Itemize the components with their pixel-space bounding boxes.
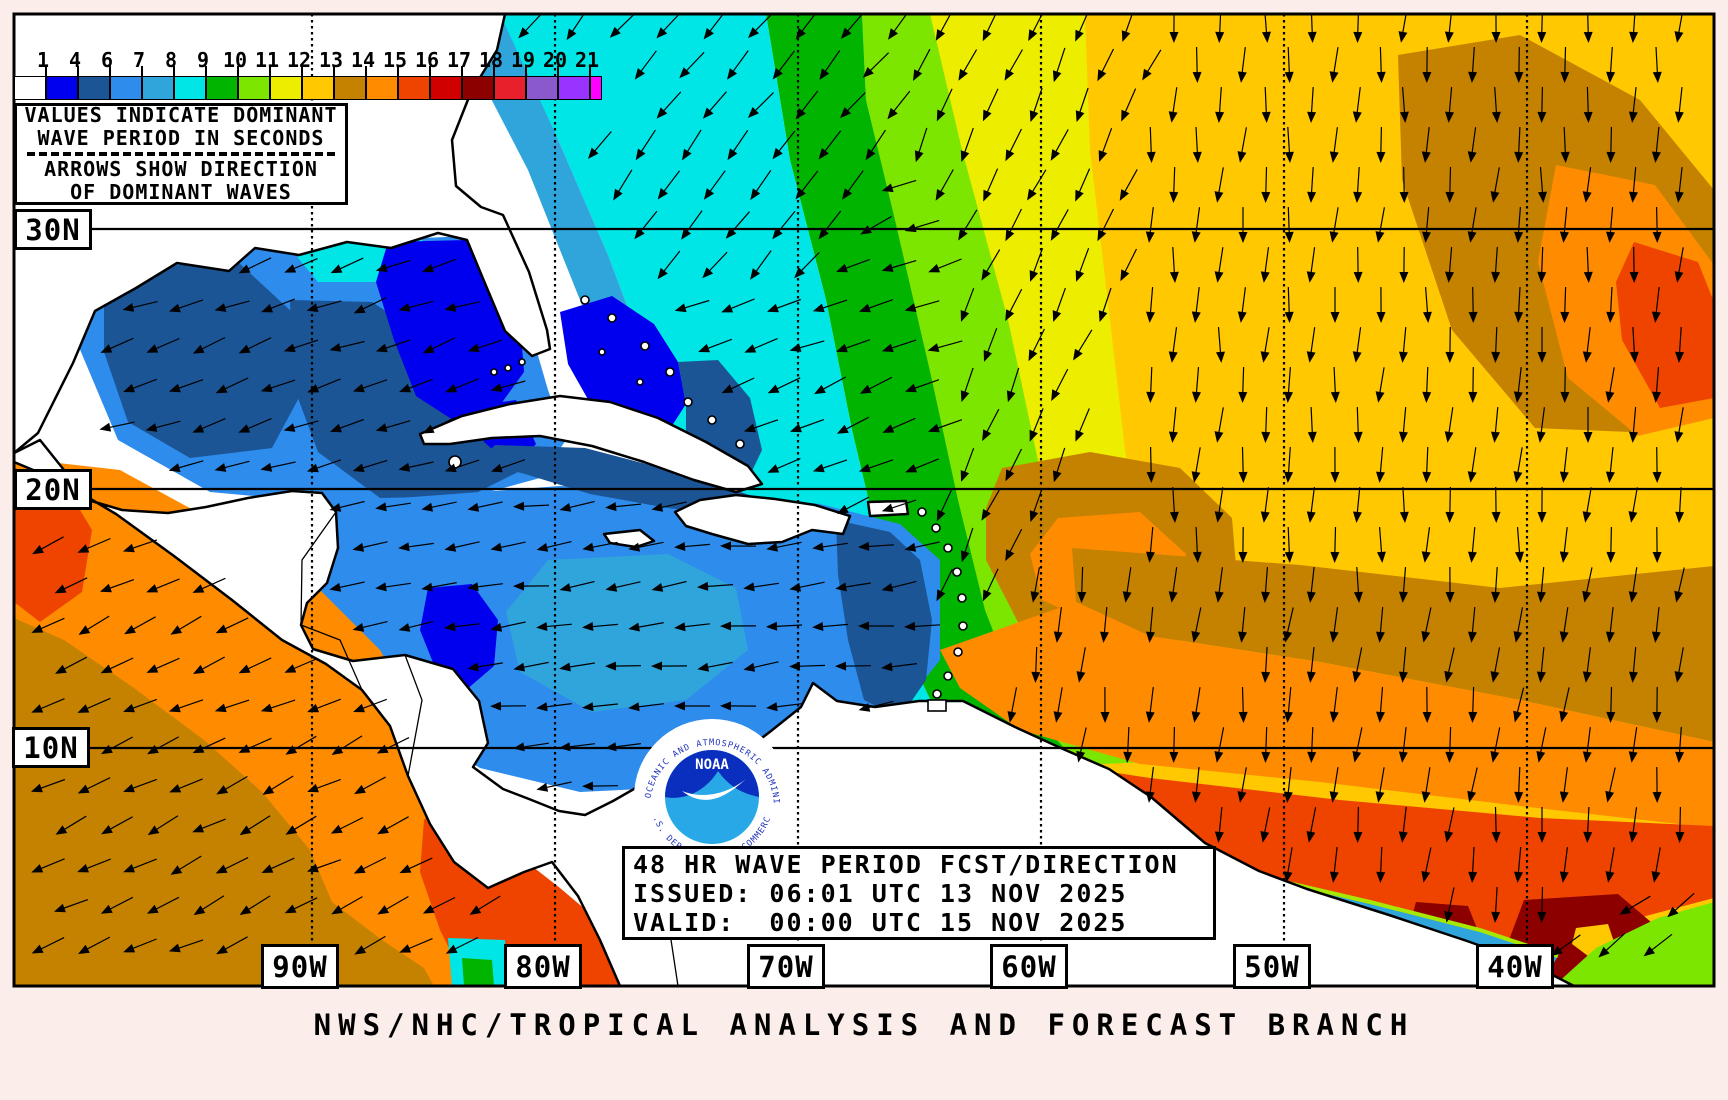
scale-swatch-5 [142,76,174,100]
scale-swatch-1 [14,76,46,100]
lon-label-60w: 60W [990,944,1068,989]
scale-value-17: 17 [446,48,472,72]
legend-note-line2: WAVE PERIOD IN SECONDS [37,126,325,150]
scale-value-20: 20 [542,48,568,72]
lon-label-50w: 50W [1233,944,1311,989]
scale-value-21: 21 [574,48,600,72]
scale-tick [77,66,79,76]
scale-tick [525,66,527,76]
scale-tick [365,66,367,76]
branch-title: NWS/NHC/TROPICAL ANALYSIS AND FORECAST B… [313,1008,1415,1042]
scale-tick [141,66,143,76]
scale-value-10: 10 [222,48,248,72]
legend-note-line3: ARROWS SHOW DIRECTION [44,157,318,181]
lat-label-20n: 20N [14,469,92,510]
scale-swatch-15 [462,76,494,100]
legend-note-line1: VALUES INDICATE DOMINANT [24,103,338,127]
scale-swatch-18 [558,76,590,100]
scale-swatch-overflow [590,76,602,100]
scale-swatch-4 [110,76,142,100]
scale-tick [493,66,495,76]
scale-value-11: 11 [254,48,280,72]
scale-value-12: 12 [286,48,312,72]
scale-swatch-3 [78,76,110,100]
scale-tick [461,66,463,76]
lon-label-90w: 90W [261,944,339,989]
lat-label-10n: 10N [12,727,90,768]
noaa-acronym: NOAA [695,757,729,773]
wave-period-color-scale [14,76,626,100]
scale-tick [333,66,335,76]
lat-label-30n: 30N [14,209,92,250]
forecast-issued: ISSUED: 06:01 UTC 13 NOV 2025 [633,878,1128,908]
scale-swatch-9 [270,76,302,100]
legend-note-line4: OF DOMINANT WAVES [70,180,292,204]
scale-tick [301,66,303,76]
scale-swatch-6 [174,76,206,100]
forecast-info-box: 48 HR WAVE PERIOD FCST/DIRECTION ISSUED:… [622,846,1216,940]
scale-swatch-8 [238,76,270,100]
color-scale-ticks [0,66,660,78]
scale-tick [237,66,239,76]
scale-value-18: 18 [478,48,504,72]
scale-swatch-14 [430,76,462,100]
scale-swatch-11 [334,76,366,100]
scale-tick [205,66,207,76]
lon-label-80w: 80W [504,944,582,989]
scale-value-14: 14 [350,48,376,72]
scale-tick [397,66,399,76]
scale-tick [173,66,175,76]
scale-tick [45,66,47,76]
scale-tick [557,66,559,76]
scale-tick [269,66,271,76]
scale-tick [589,66,591,76]
scale-swatch-2 [46,76,78,100]
scale-swatch-12 [366,76,398,100]
ocean-regions [14,14,1714,986]
scale-tick [109,66,111,76]
scale-value-13: 13 [318,48,344,72]
scale-swatch-13 [398,76,430,100]
wave-direction-arrows [31,14,1695,958]
legend-divider [26,152,336,156]
forecast-valid: VALID: 00:00 UTC 15 NOV 2025 [633,907,1128,937]
scale-value-19: 19 [510,48,536,72]
scale-value-15: 15 [382,48,408,72]
scale-swatch-10 [302,76,334,100]
legend-note-box: VALUES INDICATE DOMINANT WAVE PERIOD IN … [14,103,348,205]
forecast-title: 48 HR WAVE PERIOD FCST/DIRECTION [633,849,1179,879]
scale-tick [429,66,431,76]
lon-label-70w: 70W [747,944,825,989]
scale-swatch-7 [206,76,238,100]
scale-swatch-16 [494,76,526,100]
scale-swatch-17 [526,76,558,100]
lon-label-40w: 40W [1476,944,1554,989]
scale-value-16: 16 [414,48,440,72]
